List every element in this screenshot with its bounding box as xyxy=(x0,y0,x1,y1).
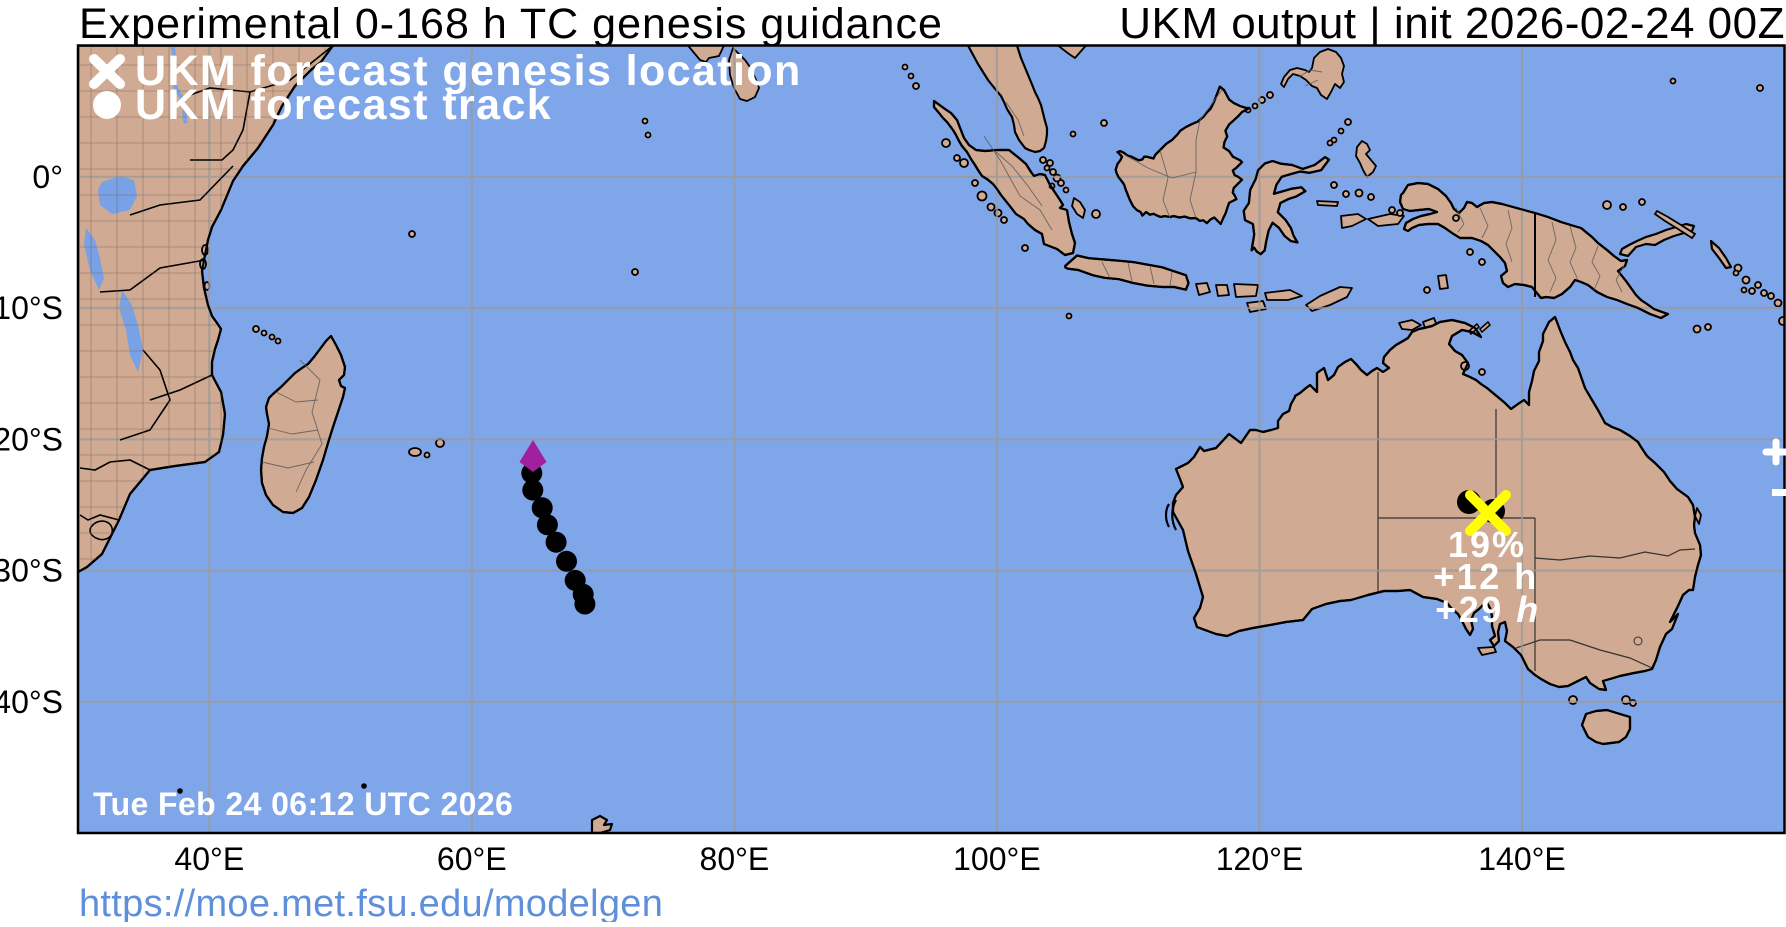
svg-text:120°E: 120°E xyxy=(1216,841,1304,877)
svg-text:19%: 19% xyxy=(1448,524,1526,565)
svg-text:+29 h: +29 h xyxy=(1435,589,1541,630)
svg-text:140°E: 140°E xyxy=(1478,841,1566,877)
svg-text:20°S: 20°S xyxy=(0,421,63,457)
svg-text:UKM forecast genesis location: UKM forecast genesis location xyxy=(135,47,802,95)
svg-text:UKM forecast track: UKM forecast track xyxy=(135,81,552,129)
svg-text:Tue Feb 24 06:12 UTC 2026: Tue Feb 24 06:12 UTC 2026 xyxy=(93,786,513,822)
svg-text:40°E: 40°E xyxy=(174,841,244,877)
svg-text:40°S: 40°S xyxy=(0,684,63,720)
svg-text:0°: 0° xyxy=(32,159,63,195)
svg-text:Experimental 0-168 h TC genesi: Experimental 0-168 h TC genesis guidance xyxy=(79,0,943,48)
svg-text:+12 h: +12 h xyxy=(1433,556,1539,597)
svg-text:60°E: 60°E xyxy=(437,841,507,877)
svg-text:10°S: 10°S xyxy=(0,290,63,326)
svg-text:https://moe.met.fsu.edu/modelg: https://moe.met.fsu.edu/modelgen xyxy=(79,883,663,922)
svg-text:80°E: 80°E xyxy=(700,841,770,877)
svg-text:UKM output | init 2026-02-24 0: UKM output | init 2026-02-24 00Z xyxy=(1119,0,1785,48)
svg-text:30°S: 30°S xyxy=(0,553,63,589)
svg-text:100°E: 100°E xyxy=(953,841,1041,877)
